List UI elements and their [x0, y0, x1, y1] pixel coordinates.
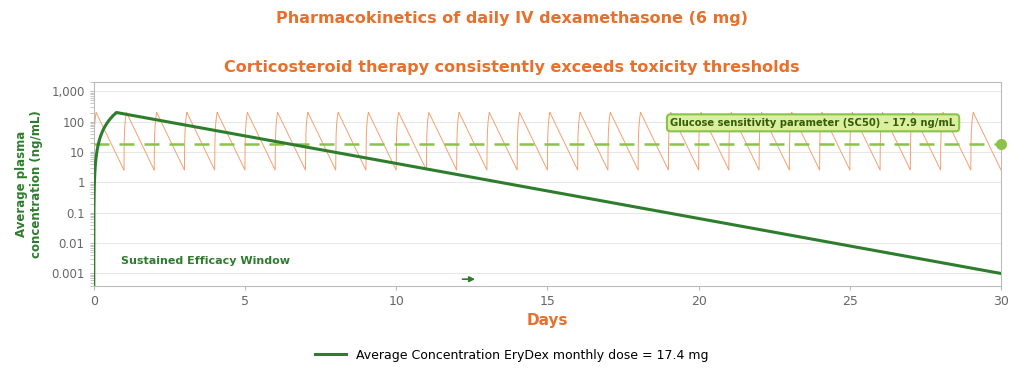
Text: Corticosteroid therapy consistently exceeds toxicity thresholds: Corticosteroid therapy consistently exce…	[224, 60, 800, 75]
X-axis label: Days: Days	[526, 313, 568, 328]
Text: Glucose sensitivity parameter (SC50) – 17.9 ng/mL: Glucose sensitivity parameter (SC50) – 1…	[671, 118, 955, 128]
Y-axis label: Average plasma
concentration (ng/mL): Average plasma concentration (ng/mL)	[15, 110, 43, 258]
Text: Pharmacokinetics of daily IV dexamethasone (6 mg): Pharmacokinetics of daily IV dexamethaso…	[276, 11, 748, 26]
Text: Sustained Efficacy Window: Sustained Efficacy Window	[121, 256, 290, 266]
Legend: Average Concentration EryDex monthly dose = 17.4 mg: Average Concentration EryDex monthly dos…	[310, 344, 714, 367]
